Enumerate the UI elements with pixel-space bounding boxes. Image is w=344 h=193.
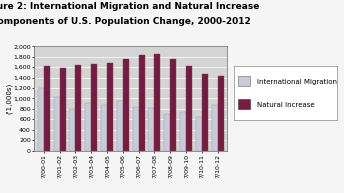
Bar [217,76,224,151]
Bar [107,63,113,151]
FancyBboxPatch shape [238,76,250,86]
Bar [54,97,60,151]
Y-axis label: ('1,000s): ('1,000s) [6,83,12,114]
Bar [85,103,91,151]
Text: Natural Increase: Natural Increase [257,102,314,108]
Bar [196,117,202,151]
Bar [101,105,107,151]
Bar [164,114,170,151]
Bar [186,66,192,151]
Bar [139,55,144,151]
Bar [117,101,123,151]
Bar [154,54,160,151]
Bar [60,68,66,151]
Bar [212,105,217,151]
Bar [170,59,176,151]
Bar [75,65,82,151]
Bar [148,108,154,151]
Bar [69,109,75,151]
Text: Components of U.S. Population Change, 2000-2012: Components of U.S. Population Change, 20… [0,17,250,26]
Bar [202,74,208,151]
Bar [123,59,129,151]
Bar [38,88,44,151]
Bar [180,113,186,151]
Text: Figure 2: International Migration and Natural Increase: Figure 2: International Migration and Na… [0,2,260,11]
Bar [133,107,139,151]
FancyBboxPatch shape [238,99,250,109]
Text: International Migration: International Migration [257,79,337,85]
Bar [44,66,50,151]
Bar [91,64,97,151]
